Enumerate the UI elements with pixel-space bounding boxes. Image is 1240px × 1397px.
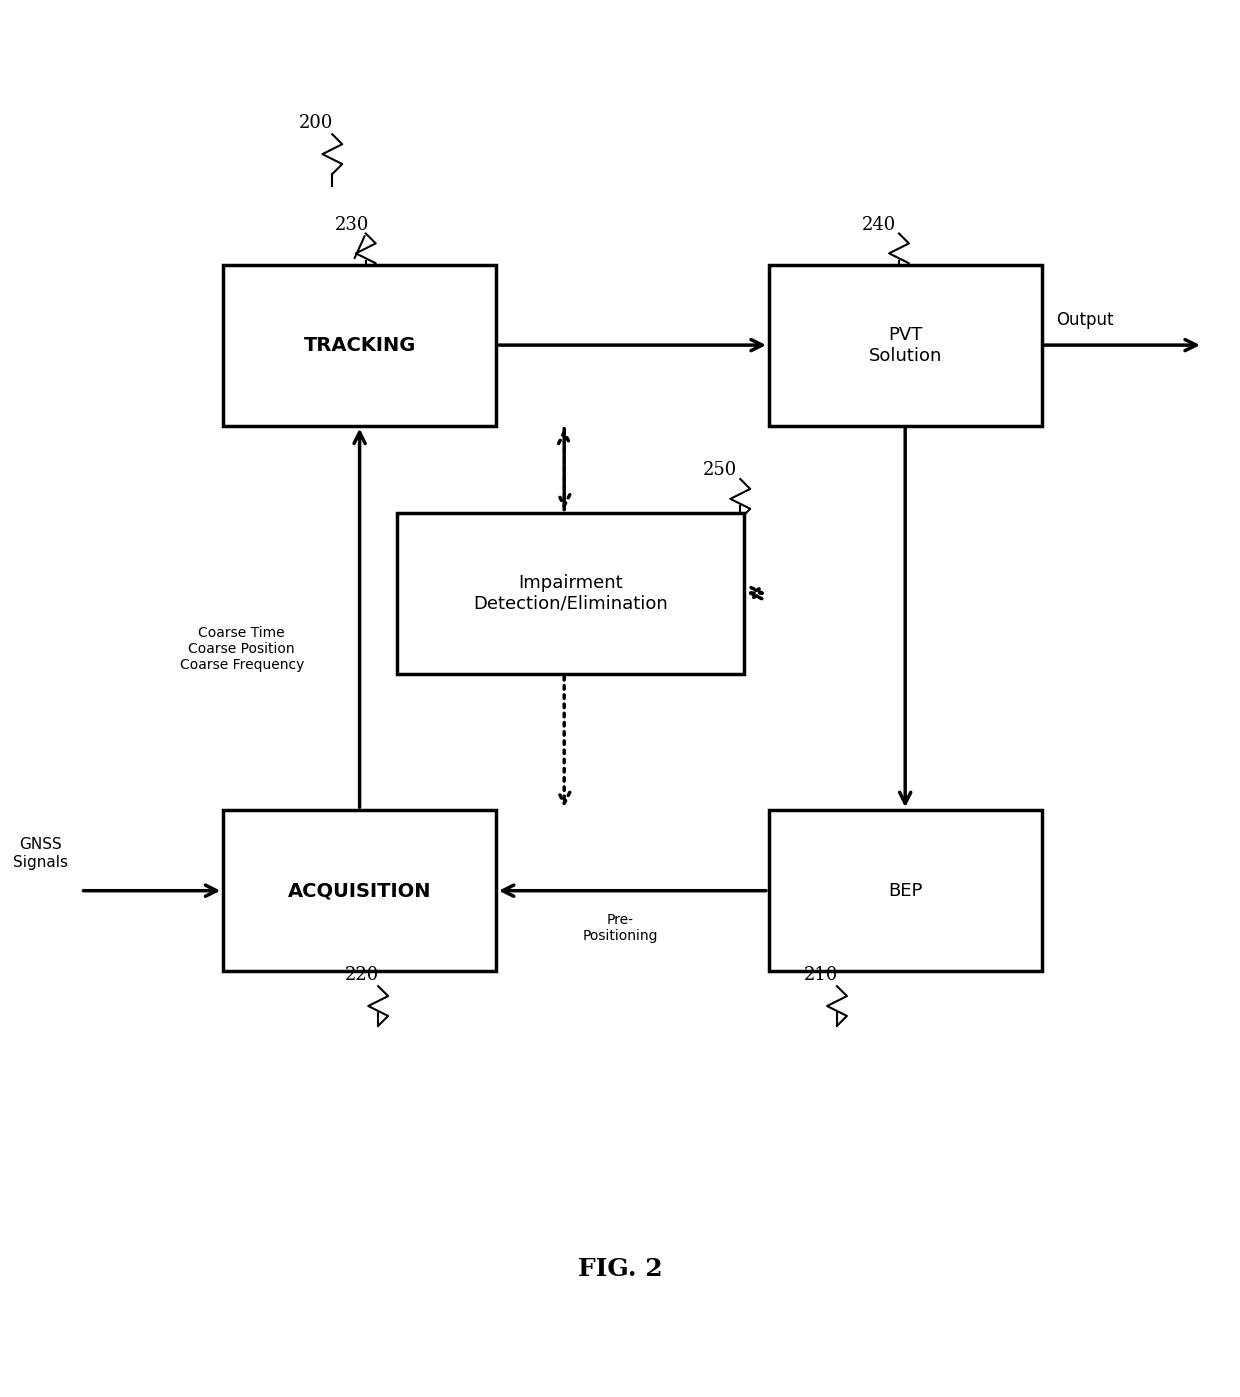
Text: BEP: BEP (888, 882, 923, 900)
Text: 220: 220 (345, 965, 379, 983)
Text: 250: 250 (703, 461, 738, 479)
FancyBboxPatch shape (397, 513, 744, 673)
Text: Output: Output (1056, 312, 1114, 328)
Text: ACQUISITION: ACQUISITION (288, 882, 432, 900)
Text: PVT
Solution: PVT Solution (868, 326, 942, 365)
FancyBboxPatch shape (769, 810, 1042, 971)
Text: GNSS
Signals: GNSS Signals (14, 837, 68, 870)
Text: 200: 200 (299, 113, 334, 131)
Text: FIG. 2: FIG. 2 (578, 1257, 662, 1281)
FancyBboxPatch shape (769, 264, 1042, 426)
Text: 230: 230 (335, 215, 370, 233)
Text: Coarse Time
Coarse Position
Coarse Frequency: Coarse Time Coarse Position Coarse Frequ… (180, 626, 304, 672)
Text: 210: 210 (804, 965, 838, 983)
Text: 240: 240 (862, 215, 897, 233)
FancyBboxPatch shape (223, 264, 496, 426)
Text: TRACKING: TRACKING (304, 335, 415, 355)
FancyBboxPatch shape (223, 810, 496, 971)
Text: Pre-
Positioning: Pre- Positioning (583, 912, 657, 943)
Text: Impairment
Detection/Elimination: Impairment Detection/Elimination (472, 574, 668, 612)
